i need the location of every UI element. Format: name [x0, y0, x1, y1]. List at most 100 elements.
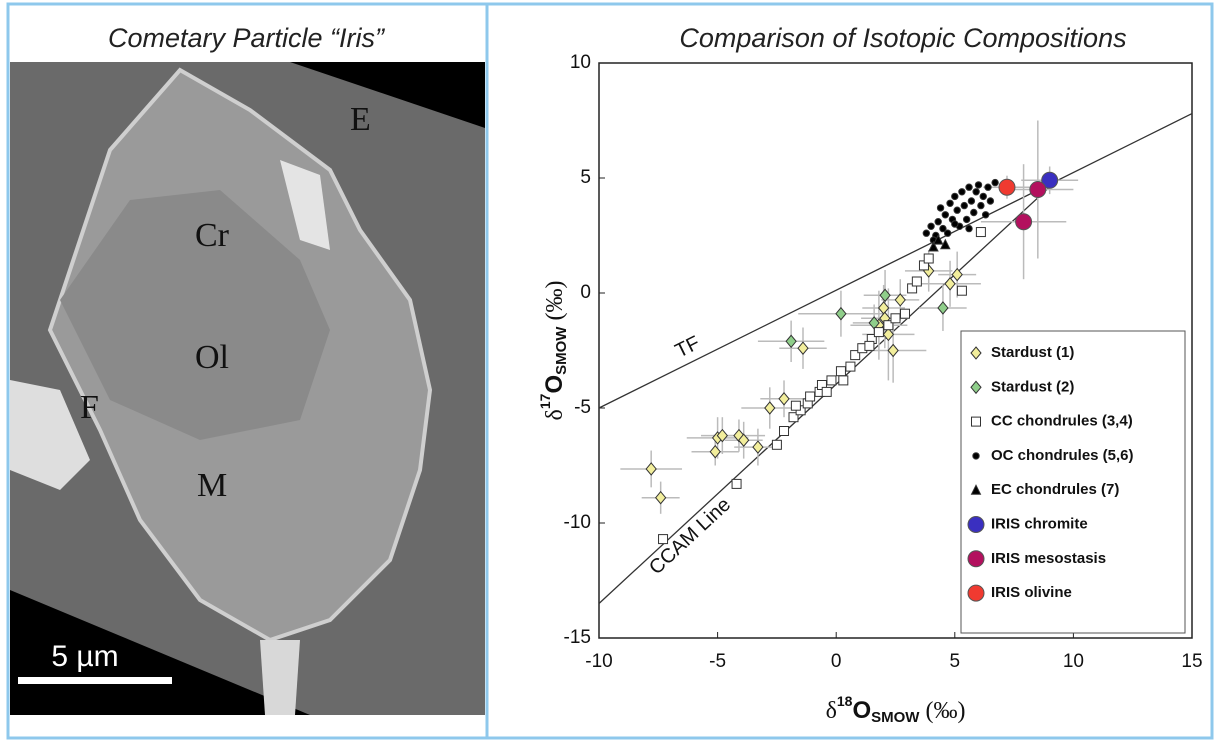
axis-label-part: δ	[542, 409, 568, 420]
point	[864, 340, 875, 351]
point	[826, 375, 837, 386]
legend-marker	[972, 452, 980, 460]
axis-label-part: 18	[837, 693, 853, 709]
point	[877, 301, 890, 315]
point	[731, 478, 742, 489]
point	[939, 224, 947, 233]
point	[972, 188, 980, 196]
point	[821, 386, 832, 397]
point	[790, 400, 801, 411]
point	[923, 253, 934, 264]
point	[879, 288, 891, 303]
axis-label-part: (‰)	[542, 281, 568, 321]
phase-label: E	[350, 101, 371, 138]
y-tick-label: 10	[570, 52, 591, 73]
y-tick-label: -10	[564, 512, 591, 533]
point	[986, 197, 995, 205]
legend-label: EC chondrules (7)	[991, 481, 1119, 498]
x-tick-label: 10	[1063, 651, 1084, 672]
point	[943, 229, 952, 237]
point	[805, 391, 816, 402]
point	[838, 375, 849, 386]
point	[956, 285, 967, 296]
x-tick-label: 0	[831, 651, 842, 672]
point	[882, 327, 895, 342]
point	[922, 229, 931, 237]
point	[941, 211, 950, 219]
legend-label: Stardust (2)	[991, 378, 1074, 395]
point	[981, 211, 990, 219]
point	[958, 188, 966, 196]
point	[911, 276, 922, 287]
legend-label: OC chondrules (5,6)	[991, 447, 1134, 464]
point	[932, 233, 944, 245]
point	[883, 320, 894, 331]
point	[951, 192, 959, 201]
legend-marker	[971, 416, 981, 427]
point	[928, 240, 939, 252]
legend-label: CC chondrules (3,4)	[991, 413, 1133, 430]
phase-label: Cr	[195, 217, 230, 254]
point	[927, 222, 935, 231]
point	[984, 183, 992, 191]
point	[960, 201, 968, 210]
point	[778, 392, 790, 406]
reference-line	[598, 113, 1193, 409]
point	[899, 308, 910, 319]
point	[835, 306, 847, 321]
axis-label-part: O	[852, 697, 871, 724]
phase-label: F	[80, 389, 99, 426]
point	[946, 199, 954, 208]
point	[709, 444, 721, 459]
legend-label: IRIS olivine	[991, 584, 1072, 601]
legend-marker	[967, 550, 985, 568]
point	[965, 183, 973, 191]
point	[962, 215, 971, 224]
point	[835, 366, 846, 377]
point	[953, 206, 961, 214]
point	[965, 224, 973, 233]
point	[658, 534, 669, 545]
point	[788, 412, 799, 423]
y-label: δ17OSMOW (‰)	[537, 281, 570, 421]
phase-label: M	[197, 467, 227, 504]
legend-marker	[967, 584, 985, 602]
legend	[960, 330, 1186, 634]
point	[894, 293, 906, 307]
point	[979, 192, 987, 201]
point	[970, 208, 978, 217]
point	[998, 178, 1016, 196]
point	[951, 220, 959, 228]
plot-area	[598, 62, 1193, 639]
legend-marker	[970, 484, 982, 495]
image-labels: E Cr Ol F M	[80, 101, 371, 504]
point	[936, 204, 945, 212]
point	[850, 350, 861, 361]
axis-label-part: SMOW	[553, 326, 570, 375]
scale-bar-label: 5 µm	[51, 640, 118, 673]
x-tick-label: 15	[1181, 651, 1202, 672]
point	[887, 343, 899, 358]
y-tick-label: -5	[574, 397, 591, 418]
frame	[6, 2, 1214, 740]
point	[716, 428, 728, 443]
y-tick-label: 0	[580, 282, 591, 303]
legend-label: Stardust (1)	[991, 344, 1074, 361]
point	[975, 227, 986, 238]
point	[873, 327, 884, 338]
legend-marker	[970, 346, 982, 360]
micrograph	[10, 62, 485, 715]
point	[991, 178, 999, 187]
point	[951, 267, 963, 282]
x-tick-label: -10	[585, 651, 612, 672]
point	[771, 439, 782, 450]
point	[1015, 213, 1033, 231]
point	[934, 218, 942, 226]
point	[944, 277, 956, 291]
point	[764, 401, 776, 415]
legend-marker	[970, 380, 982, 395]
x-tick-label: -5	[709, 651, 726, 672]
point	[752, 440, 764, 454]
point	[797, 341, 809, 355]
